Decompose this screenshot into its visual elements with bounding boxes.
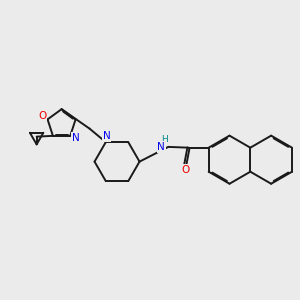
Text: O: O: [181, 165, 190, 175]
Text: N: N: [103, 131, 110, 141]
Text: H: H: [161, 135, 168, 144]
Text: N: N: [158, 142, 165, 152]
Text: N: N: [72, 133, 80, 143]
Text: O: O: [38, 111, 46, 121]
